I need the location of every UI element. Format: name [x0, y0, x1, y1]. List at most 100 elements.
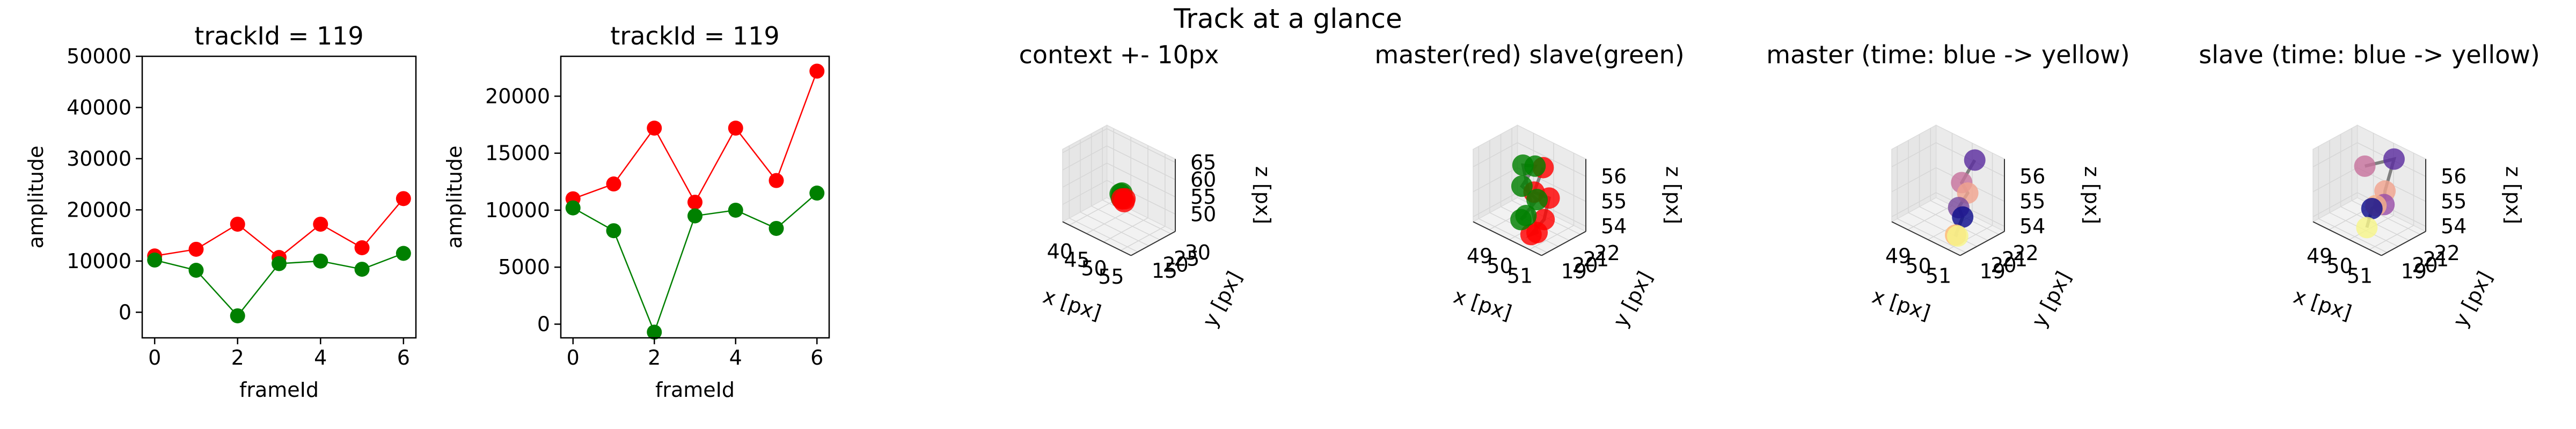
z-tick-label: 55: [1601, 190, 1627, 213]
x-axis-line: [1473, 221, 1542, 256]
y-tick-label: 20000: [67, 198, 131, 221]
side-pane: [1473, 124, 1518, 223]
series-2-point: [687, 208, 702, 224]
x-axis-label: x [px]: [1869, 284, 1933, 325]
z-axis-label: z [px]: [2501, 166, 2525, 224]
z-tick-label: 56: [2441, 165, 2467, 188]
plot-frame: [560, 55, 830, 339]
z-tick-label: 54: [1601, 214, 1627, 238]
x-tick-label: 49: [2307, 244, 2332, 268]
x-axis-line: [2312, 221, 2382, 256]
x-axis-label: x [px]: [1451, 284, 1514, 325]
z-axis-label: z [px]: [1251, 166, 1275, 224]
y-tick-label: 10000: [485, 198, 550, 222]
grid-line: [1062, 128, 1107, 153]
y-tick-label: 15000: [485, 142, 550, 165]
series-2-point: [313, 253, 328, 269]
x-axis-label: x [px]: [2290, 284, 2354, 325]
data-point-10: [1526, 189, 1548, 211]
x-axis-label: frameId: [239, 378, 319, 402]
x-tick-label: 6: [397, 346, 410, 369]
y-tick-label: 22: [1594, 241, 1620, 265]
series-1-point: [647, 120, 662, 136]
x-tick-label: 49: [1467, 244, 1492, 268]
data-point-6: [1526, 221, 1548, 243]
series-1-point: [396, 191, 411, 206]
z-tick-label: 65: [1190, 151, 1216, 174]
line-chart-2: trackId = 119 0 2 4 6 0 5000 10000 15000 20000 fra…: [443, 21, 830, 402]
y-tick-label: 20: [1572, 254, 1598, 277]
y-tick-label: 30000: [67, 147, 131, 171]
grid-line: [1062, 180, 1107, 205]
y-tick-label: 20: [1162, 253, 1188, 277]
chart-title: master(red) slave(green): [1374, 40, 1684, 69]
grid-line: [1107, 128, 1176, 163]
grid-line: [2318, 218, 2388, 253]
grid-line: [2312, 167, 2358, 193]
x-tick-label: 50: [1487, 254, 1512, 278]
series-2-point: [188, 263, 204, 278]
x-tick-label: 0: [148, 346, 161, 369]
x-axis-label: x [px]: [1040, 284, 1104, 325]
y-tick-label: 0: [119, 300, 131, 324]
y-axis-label: y [px]: [1608, 268, 1657, 331]
grid-line: [1107, 145, 1176, 180]
series-1-point: [313, 217, 328, 232]
y-tick-label: 20: [2412, 254, 2438, 277]
data-point-8: [1524, 155, 1546, 177]
grid-line: [1069, 218, 1138, 253]
grid-line: [1103, 217, 1148, 242]
y-axis-label: y [px]: [1198, 268, 1247, 331]
data-point-9: [1511, 175, 1533, 197]
grid-line: [1069, 201, 1114, 226]
grid-line: [1107, 162, 1176, 197]
x-tick-label: 2: [648, 346, 661, 369]
x-tick-label: 51: [2347, 264, 2373, 287]
side-pane: [1062, 124, 1108, 223]
y-tick-label: 21: [2423, 247, 2449, 271]
z-tick-label: 55: [2441, 190, 2467, 213]
data-point-6: [1111, 188, 1133, 210]
z-axis-label: z [px]: [2080, 166, 2104, 224]
chart-title: trackId = 119: [610, 21, 779, 50]
grid-line: [1478, 218, 1548, 253]
grid-line: [1919, 206, 1988, 241]
data-point-5: [1952, 206, 1974, 228]
grid-line: [1891, 142, 1936, 167]
series-2-point: [647, 324, 662, 340]
y-axis-label: y [px]: [2027, 268, 2076, 331]
x-tick-label: 50: [1081, 256, 1107, 280]
series-1-point: [354, 240, 370, 255]
z-tick-label: 54: [2019, 214, 2045, 238]
y-tick-label: 19: [1980, 260, 2006, 283]
z-tick-label: 55: [1190, 185, 1216, 209]
series-1-point: [230, 217, 245, 232]
series-2-point: [728, 202, 743, 218]
series-1-point: [769, 173, 784, 188]
grid-line: [2312, 192, 2358, 217]
x-tick-label: 6: [810, 346, 823, 369]
chart-title: slave (time: blue -> yellow): [2199, 40, 2540, 69]
series-1-point: [809, 63, 825, 79]
x-tick-label: 0: [567, 346, 580, 369]
y-tick-label: 25: [1174, 247, 1199, 270]
x-tick-label: 45: [1064, 248, 1089, 272]
grid-line: [1891, 167, 1936, 193]
side-pane: [1891, 124, 1937, 223]
x-tick-label: 40: [1047, 240, 1073, 263]
grid-line: [1529, 225, 1574, 250]
series-2-point: [565, 200, 581, 216]
grid-line: [1907, 205, 1952, 230]
grid-line: [1473, 142, 1518, 167]
data-point-6: [2361, 197, 2383, 219]
series-2-point: [809, 186, 825, 201]
series-2-point: [769, 220, 784, 236]
data-point-7: [1946, 225, 1968, 247]
data-point-1: [1964, 149, 1986, 171]
grid-line: [2369, 225, 2414, 250]
series-1-point: [606, 176, 621, 192]
x-tick-label: 2: [231, 346, 244, 369]
side-pane: [2312, 124, 2358, 223]
